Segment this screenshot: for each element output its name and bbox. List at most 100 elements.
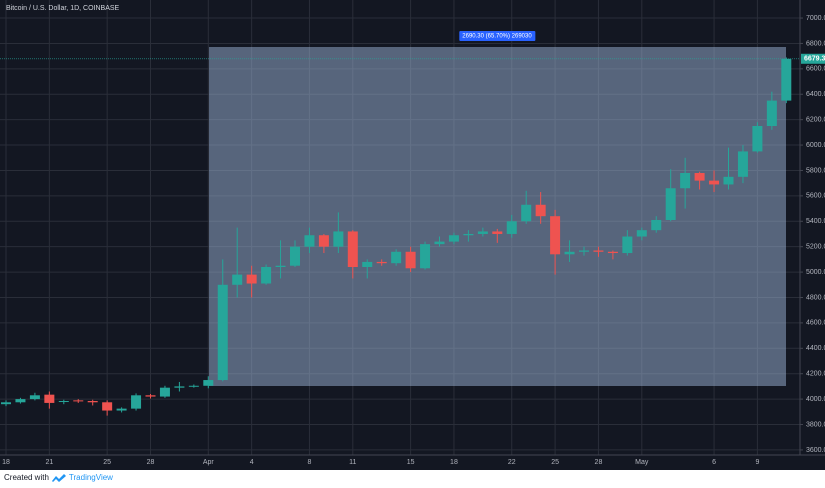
candle-body (73, 400, 84, 402)
candle-body (694, 173, 705, 181)
candle-body (593, 250, 604, 252)
x-tick-label: 18 (450, 459, 458, 466)
y-tick-label: 4200.00 (806, 371, 825, 378)
chart: Bitcoin / U.S. Dollar, 1D, COINBASE 3600… (0, 0, 825, 470)
candle-body (15, 399, 26, 403)
x-tick-label: May (635, 459, 649, 466)
candle-body (275, 265, 286, 268)
y-tick-label: 6400.00 (806, 91, 825, 98)
y-tick-label: 3800.00 (806, 421, 825, 428)
x-tick-label: 25 (551, 459, 559, 466)
y-tick-label: 4000.00 (806, 396, 825, 403)
candle-body (246, 274, 257, 284)
x-tick-label: 8 (307, 459, 311, 466)
candle-body (391, 251, 402, 264)
candle-body (29, 395, 40, 400)
candle-body (188, 385, 199, 387)
x-tick-label: 15 (407, 459, 415, 466)
candle-body (607, 251, 618, 254)
candle-body (550, 216, 561, 255)
candle-body (87, 401, 98, 403)
candle-body (622, 236, 633, 254)
candle-body (752, 126, 763, 152)
candle-body (116, 408, 127, 411)
candle-body (535, 204, 546, 217)
y-tick-label: 6200.00 (806, 117, 825, 124)
candle-body (232, 274, 243, 285)
candle-body (333, 231, 344, 247)
footer-brand: TradingView (68, 473, 113, 482)
candle-body (304, 235, 315, 247)
y-tick-label: 4800.00 (806, 294, 825, 301)
candle-body (318, 235, 329, 247)
last-price-box (801, 53, 825, 64)
candle-body (579, 250, 589, 252)
candle-body (434, 241, 445, 245)
x-tick-label: 22 (508, 459, 516, 466)
candle-body (174, 386, 185, 388)
candle-body (448, 235, 459, 242)
candle-body (131, 395, 142, 409)
x-tick-label: 4 (250, 459, 254, 466)
x-tick-label: 28 (595, 459, 603, 466)
x-tick-label: 18 (2, 459, 10, 466)
y-tick-label: 6800.00 (806, 40, 825, 47)
y-tick-label: 5600.00 (806, 193, 825, 200)
footer-text: Created with (4, 473, 49, 482)
candle-body (217, 284, 228, 381)
candle-body (737, 151, 748, 177)
y-tick-label: 7000.00 (806, 15, 825, 22)
x-tick-label: 11 (349, 459, 356, 466)
candle-body (376, 261, 387, 264)
candle-body (1, 402, 11, 405)
candle-body (44, 394, 55, 403)
candle-body (521, 204, 532, 222)
x-tick-label: Apr (203, 459, 215, 466)
candle-body (159, 387, 170, 397)
candle-body (58, 401, 69, 403)
last-price-label: 6679.3 (804, 56, 825, 63)
candle-body (636, 230, 647, 237)
candle-body (102, 402, 113, 411)
candle-body (680, 173, 691, 189)
candle-body (781, 58, 792, 101)
candle-body (564, 251, 575, 255)
candle-body (420, 244, 431, 269)
candle-body (261, 267, 272, 284)
y-tick-label: 3600.00 (806, 447, 825, 454)
x-tick-label: 25 (103, 459, 111, 466)
candle-body (290, 246, 300, 266)
x-tick-label: 21 (45, 459, 53, 466)
annotation-box (459, 31, 536, 41)
y-tick-label: 5800.00 (806, 167, 825, 174)
candle-body (477, 231, 488, 234)
candle-body (347, 231, 358, 268)
candle-body (766, 100, 777, 127)
candle-body (651, 220, 662, 231)
x-tick-label: 28 (147, 459, 155, 466)
annotation-label: 2690.30 (65.70%) 269030 (462, 34, 532, 40)
candle-body (362, 261, 373, 268)
brand-logo (51, 473, 66, 482)
y-tick-label: 5400.00 (806, 218, 825, 225)
y-tick-label: 4600.00 (806, 320, 825, 327)
candle-body (145, 395, 156, 397)
candle-body (506, 221, 517, 234)
measure-box (209, 47, 786, 386)
candle-body (723, 176, 734, 185)
candle-body (709, 180, 720, 185)
x-tick-label: 6 (712, 459, 716, 466)
y-tick-label: 6000.00 (806, 142, 825, 149)
chart-title: Bitcoin / U.S. Dollar, 1D, COINBASE (6, 5, 120, 12)
y-tick-label: 5000.00 (806, 269, 825, 276)
candle-body (405, 251, 416, 269)
candle-body (203, 380, 214, 386)
y-tick-label: 5200.00 (806, 244, 825, 251)
y-tick-label: 4400.00 (806, 345, 825, 352)
candle-body (665, 188, 676, 221)
candle-body (492, 231, 503, 234)
x-tick-label: 9 (755, 459, 759, 466)
candle-body (463, 233, 474, 236)
y-tick-label: 6600.00 (806, 66, 825, 73)
